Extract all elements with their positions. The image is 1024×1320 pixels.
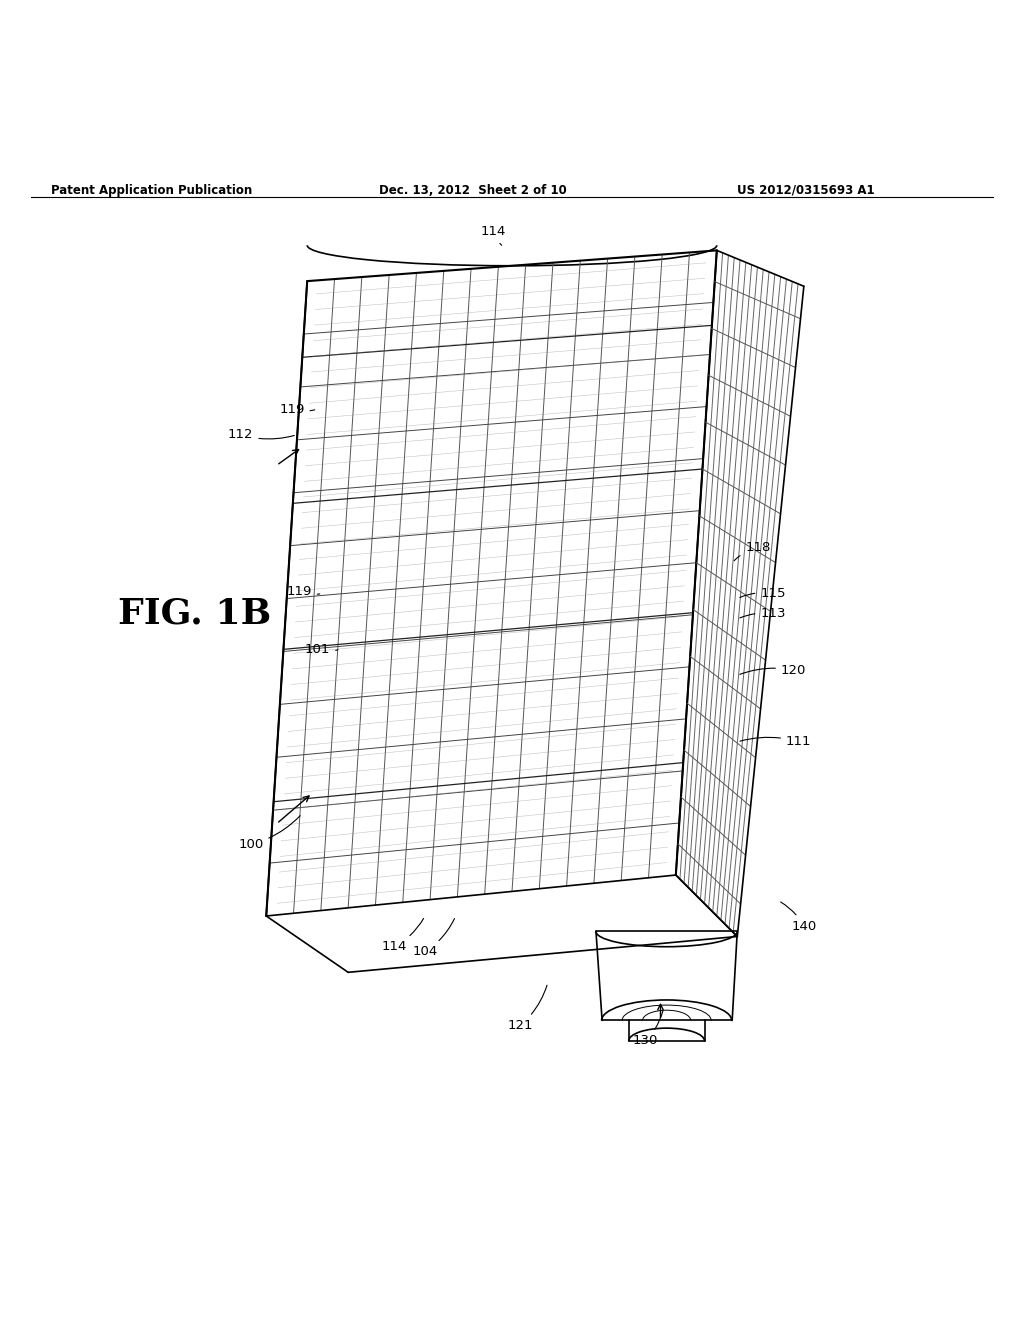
Text: 113: 113 (739, 607, 785, 620)
Text: 104: 104 (413, 919, 455, 958)
Text: 114: 114 (481, 226, 506, 246)
Text: Patent Application Publication: Patent Application Publication (51, 183, 253, 197)
Text: 120: 120 (740, 664, 806, 677)
Text: Dec. 13, 2012  Sheet 2 of 10: Dec. 13, 2012 Sheet 2 of 10 (379, 183, 566, 197)
Text: 140: 140 (780, 902, 816, 933)
Text: 111: 111 (740, 735, 811, 748)
Text: 130: 130 (633, 1011, 663, 1048)
Text: 112: 112 (228, 428, 294, 441)
Text: US 2012/0315693 A1: US 2012/0315693 A1 (737, 183, 874, 197)
Text: 101: 101 (305, 643, 338, 656)
Text: 119: 119 (280, 403, 314, 416)
Text: FIG. 1B: FIG. 1B (118, 597, 271, 631)
Text: 121: 121 (508, 985, 547, 1032)
Text: 115: 115 (739, 587, 785, 599)
Text: 119: 119 (287, 585, 319, 598)
Text: 100: 100 (239, 816, 300, 851)
Text: 114: 114 (382, 919, 424, 953)
Text: 118: 118 (734, 541, 770, 561)
